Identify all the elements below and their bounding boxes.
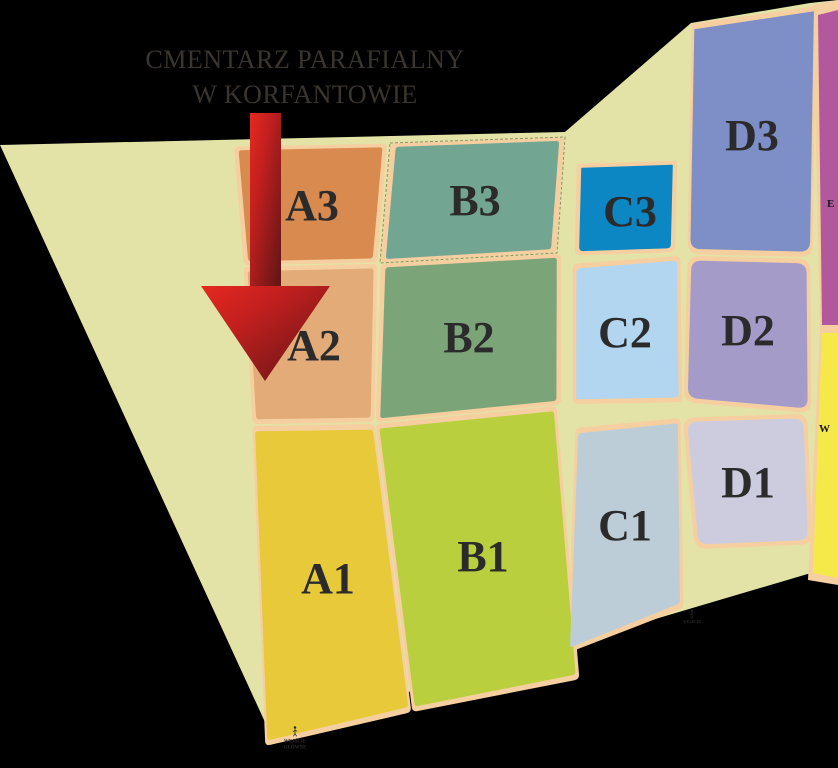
svg-text:B2: B2 [443,313,494,362]
svg-text:WEJŚCIE: WEJŚCIE [683,619,701,624]
svg-text:B3: B3 [449,176,500,225]
svg-text:A3: A3 [285,181,339,230]
svg-text:W KORFANTOWIE: W KORFANTOWIE [192,80,417,109]
svg-text:C1: C1 [598,501,652,550]
svg-text:B1: B1 [457,532,508,581]
svg-text:E: E [827,198,834,210]
svg-text:D2: D2 [721,306,775,355]
svg-text:D3: D3 [725,111,779,160]
svg-text:CMENTARZ PARAFIALNY: CMENTARZ PARAFIALNY [145,45,464,74]
svg-text:D1: D1 [721,458,775,507]
svg-text:GŁÓWNE: GŁÓWNE [284,744,307,750]
svg-text:WEJŚCIE: WEJŚCIE [284,738,307,744]
svg-text:A1: A1 [301,554,355,603]
svg-text:C2: C2 [598,308,652,357]
svg-text:C3: C3 [603,187,657,236]
svg-text:W: W [819,423,830,435]
